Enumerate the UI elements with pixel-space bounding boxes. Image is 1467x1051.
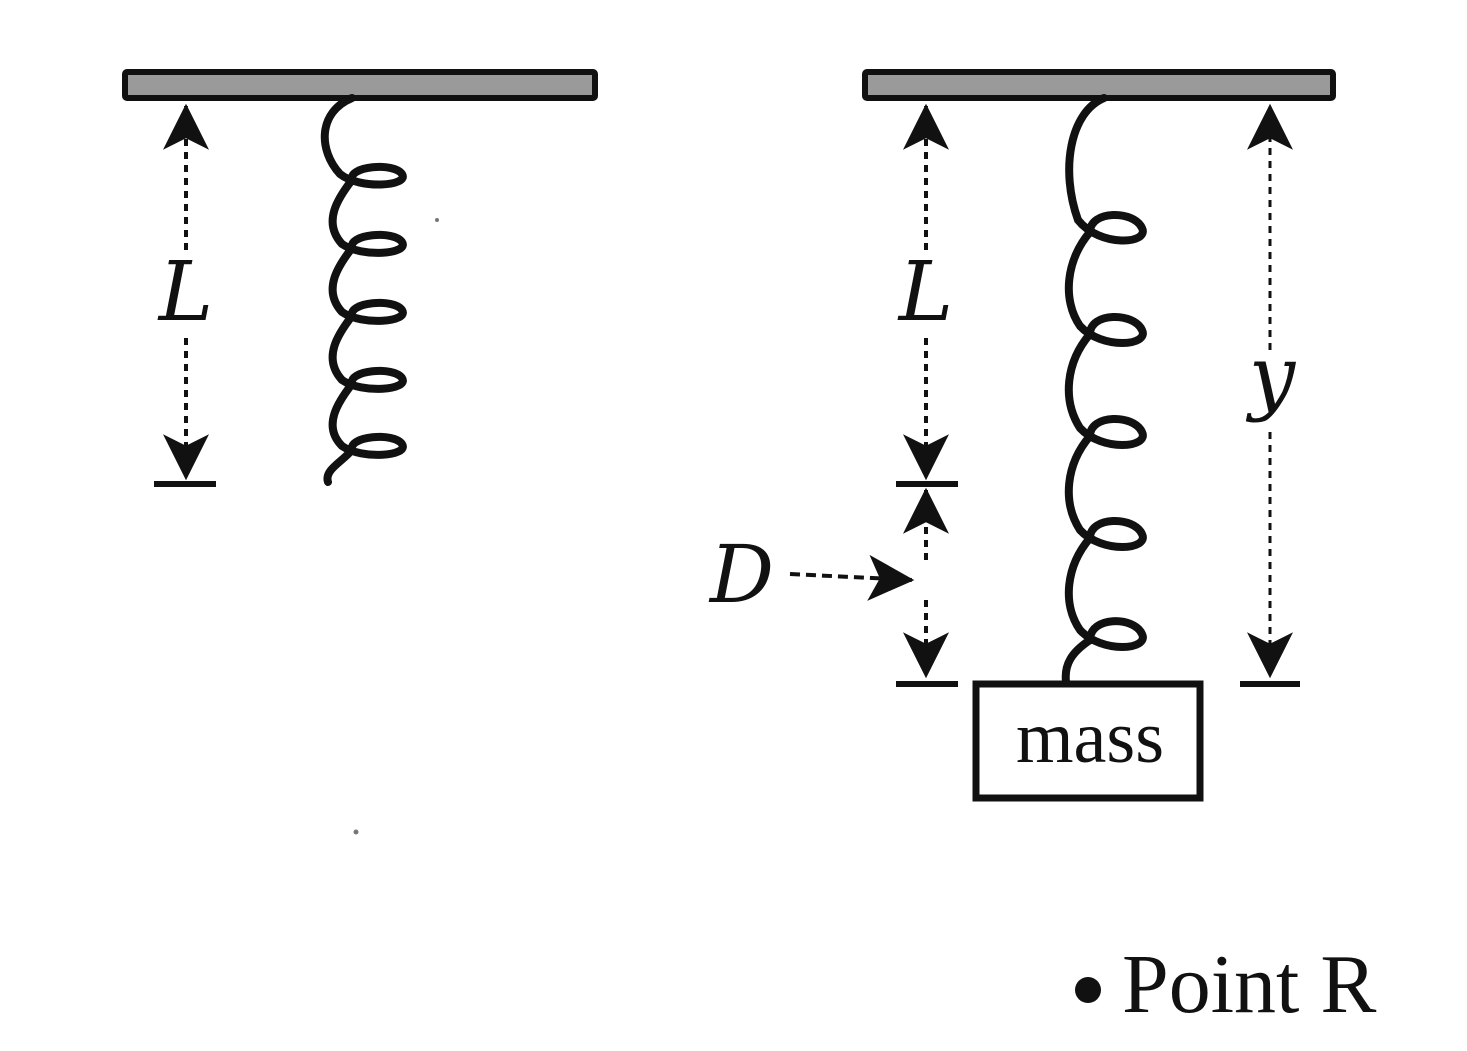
scan-speck xyxy=(435,218,439,222)
right-L-label: L xyxy=(897,245,953,340)
y-label: y xyxy=(1245,329,1297,424)
D-pointer-arrow xyxy=(789,554,915,601)
point-R-label: Point R xyxy=(1122,938,1376,1031)
right-ceiling xyxy=(862,69,1336,101)
right-spring xyxy=(1061,94,1147,686)
left-L-label: L xyxy=(157,245,213,340)
point-R-dot xyxy=(1075,977,1101,1003)
left-ceiling xyxy=(122,69,598,101)
left-spring xyxy=(320,94,407,486)
left-assembly: L xyxy=(122,69,598,487)
point-R: Point R xyxy=(1075,938,1376,1031)
D-label: D xyxy=(708,528,774,621)
right-assembly: mass L D y xyxy=(708,69,1336,802)
scan-speck xyxy=(353,829,359,835)
mass-box xyxy=(972,680,1204,802)
mass-label: mass xyxy=(1016,697,1164,779)
